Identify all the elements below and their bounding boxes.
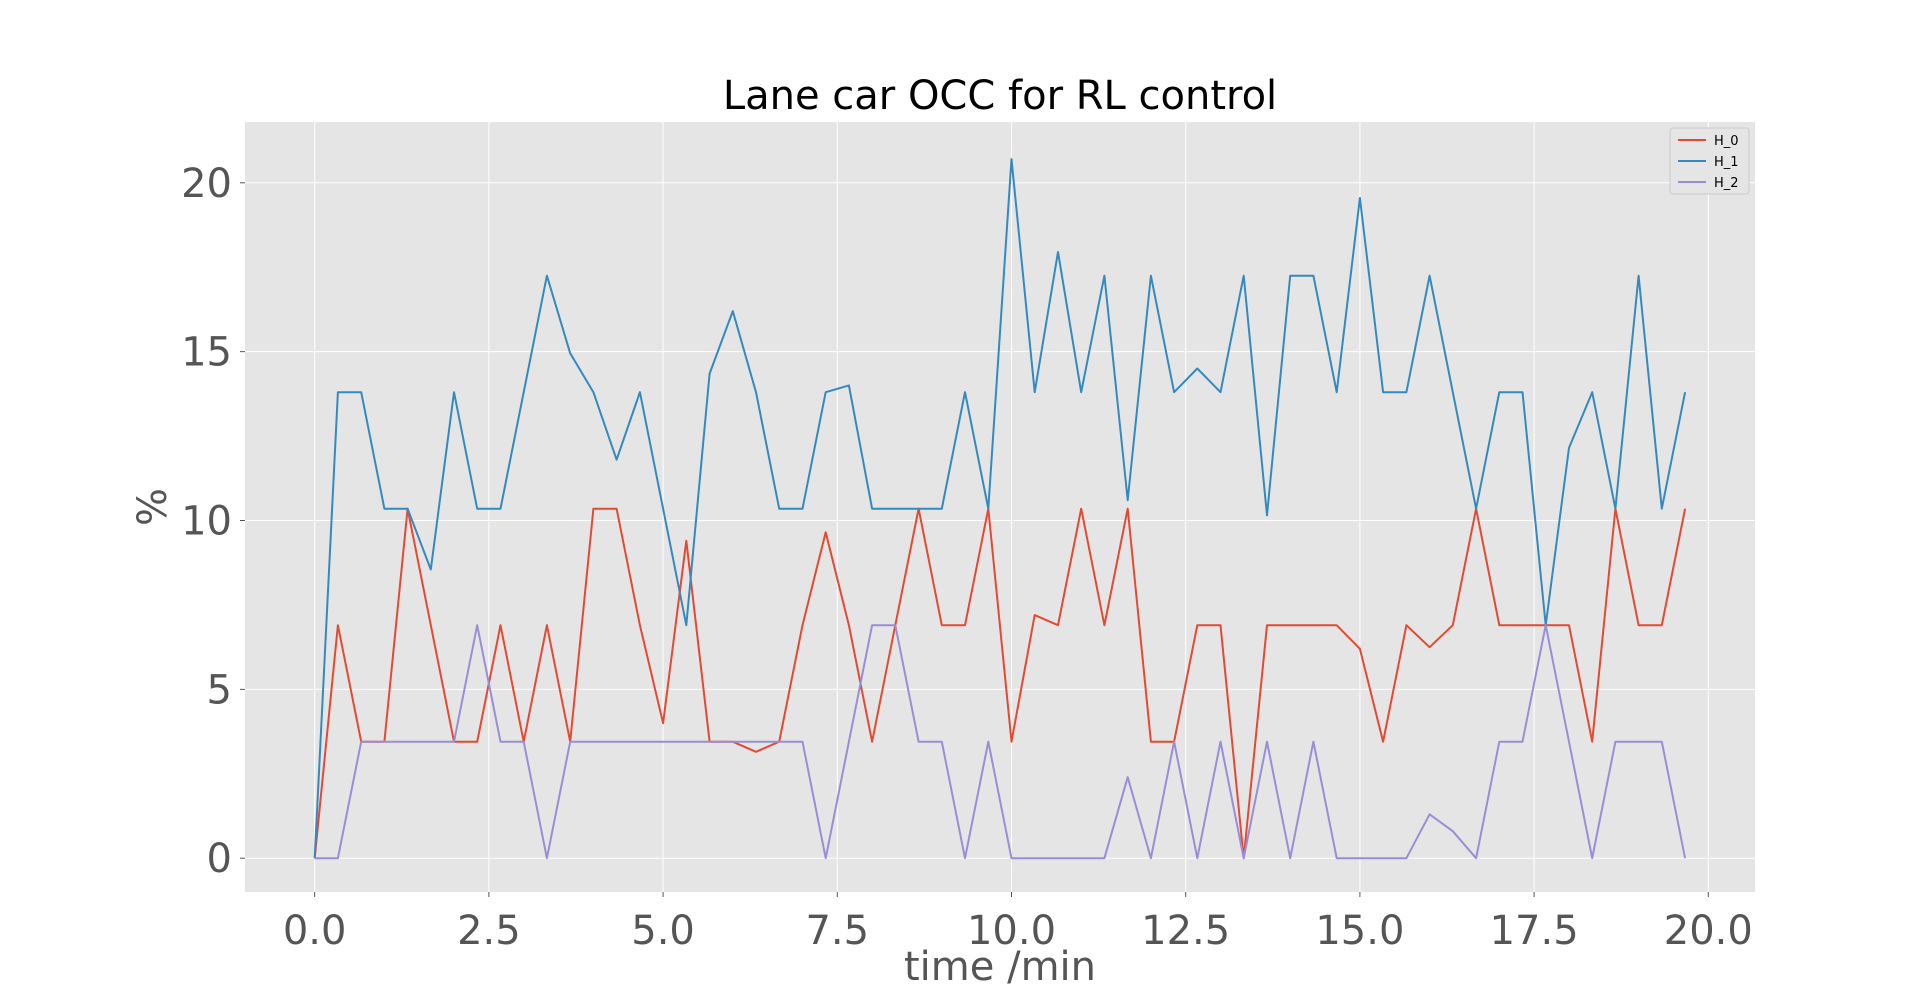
series-line-H_2 <box>314 624 1687 860</box>
x-axis-ticks: 0.0 2.5 5.0 7.5 10.0 12.5 15.0 17.5 20.0 <box>283 892 1753 954</box>
chart-title: Lane car OCC for RL control <box>723 73 1277 119</box>
y-tick-label: 10 <box>181 499 232 545</box>
x-tick-label: 10.0 <box>967 908 1056 954</box>
x-tick-label: 17.5 <box>1490 908 1579 954</box>
x-tick-label: 2.5 <box>457 908 521 954</box>
legend-label: H_2 <box>1714 176 1739 191</box>
y-tick-label: 5 <box>207 667 232 713</box>
grid-lines <box>245 122 1755 892</box>
x-tick-label: 0.0 <box>283 908 347 954</box>
legend-label: H_1 <box>1714 155 1739 170</box>
x-tick-label: 5.0 <box>631 908 695 954</box>
x-tick-label: 15.0 <box>1315 908 1404 954</box>
y-axis-ticks: 0 5 10 15 20 <box>181 161 245 882</box>
y-axis-label: % <box>130 488 176 526</box>
y-tick-label: 20 <box>181 161 232 207</box>
series-lines <box>313 158 1687 860</box>
series-line-H_0 <box>313 507 1687 860</box>
x-tick-label: 12.5 <box>1141 908 1230 954</box>
legend: H_0 H_1 H_2 <box>1669 127 1750 195</box>
legend-box <box>1669 127 1750 195</box>
x-tick-label: 7.5 <box>805 908 869 954</box>
y-tick-label: 15 <box>181 330 232 376</box>
y-tick-label: 0 <box>207 836 232 882</box>
series-line-H_1 <box>313 158 1687 859</box>
x-axis-label: time /min <box>904 944 1096 990</box>
x-tick-label: 20.0 <box>1664 908 1753 954</box>
legend-label: H_0 <box>1714 134 1739 149</box>
plot-area <box>245 122 1755 892</box>
